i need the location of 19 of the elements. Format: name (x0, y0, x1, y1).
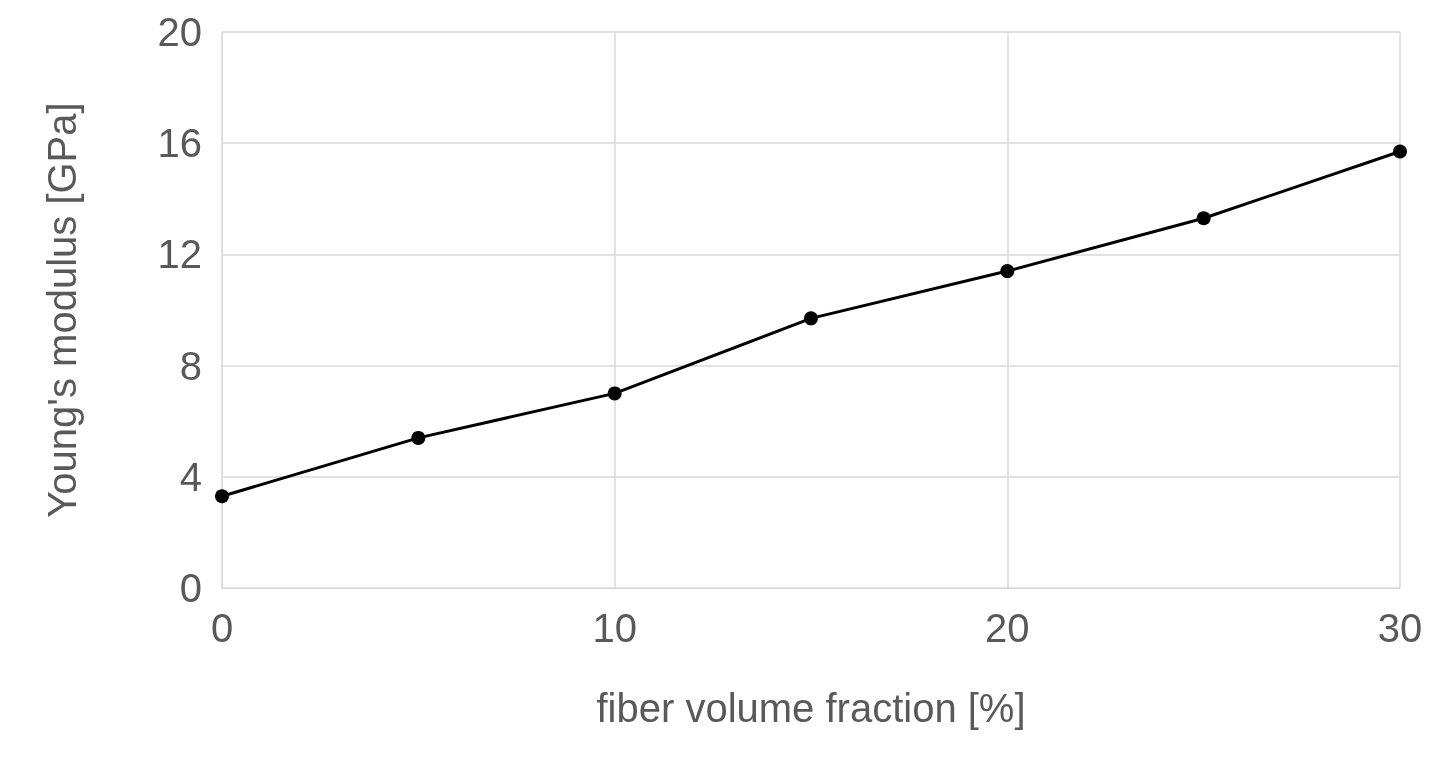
y-tick-label: 20 (157, 10, 202, 54)
y-tick-label: 4 (179, 454, 202, 499)
x-tick-label: 20 (985, 606, 1030, 650)
y-tick-label: 16 (157, 121, 202, 166)
point (1393, 144, 1407, 159)
y-tick-label: 0 (179, 566, 202, 610)
point (607, 386, 622, 401)
point (411, 430, 426, 445)
y-tick-label: 12 (157, 232, 202, 277)
x-axis-title: fiber volume fraction [%] (596, 686, 1026, 730)
x-tick-label: 0 (210, 606, 234, 650)
x-tick-label: 10 (592, 606, 637, 650)
y-axis-title: Young's modulus [GPa] (40, 102, 84, 518)
point (1196, 211, 1211, 226)
point (215, 489, 229, 504)
point (1000, 264, 1015, 279)
y-tick-label: 8 (179, 343, 202, 388)
x-tick-label: 30 (1377, 606, 1423, 650)
point (804, 311, 818, 326)
